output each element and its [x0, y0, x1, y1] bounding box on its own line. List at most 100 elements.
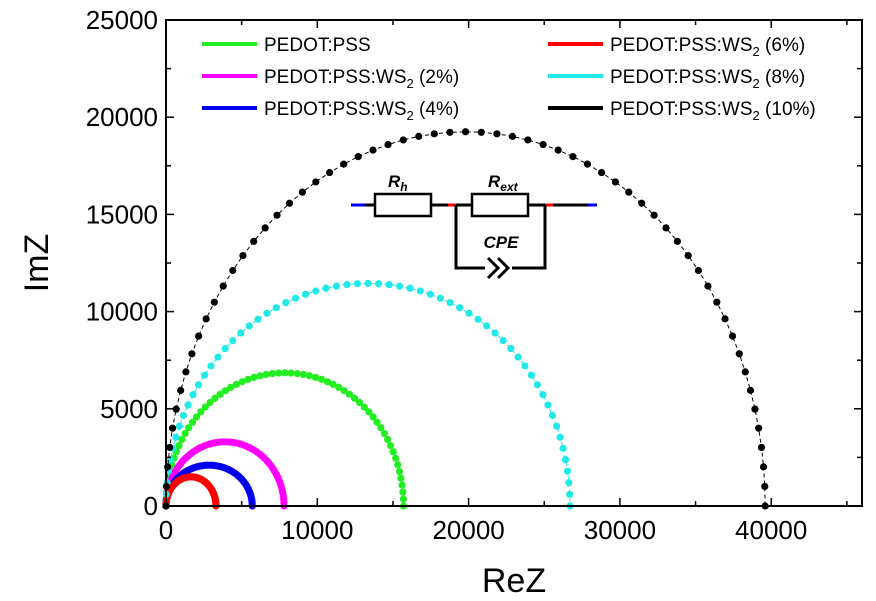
series-PEDOT:PSS:WS2 (10%): [162, 128, 769, 510]
data-point: [539, 391, 547, 399]
data-point: [312, 287, 320, 295]
data-point: [539, 140, 547, 149]
data-point: [178, 435, 186, 444]
data-point: [533, 381, 541, 389]
legend-item: PEDOT:PSS:WS2 (4%): [202, 99, 459, 123]
data-point: [311, 373, 320, 381]
data-point: [172, 405, 180, 413]
data-point: [544, 401, 552, 409]
data-point: [399, 495, 407, 503]
y-tick-label: 0: [144, 491, 158, 521]
curves-layer: [162, 128, 769, 510]
rh-label: Rh: [388, 172, 408, 194]
y-tick-label: 10000: [86, 297, 158, 327]
data-point: [392, 454, 400, 462]
data-point: [499, 336, 507, 345]
data-point: [325, 168, 334, 177]
data-point: [399, 136, 407, 144]
data-point: [461, 128, 470, 136]
series-PEDOT:PSS:WS2 (8%): [162, 279, 574, 510]
data-point: [185, 424, 193, 432]
data-point: [430, 130, 438, 138]
data-point: [301, 290, 310, 298]
legend-label: PEDOT:PSS: [264, 35, 371, 56]
series-PEDOT:PSS:WS2 (2%): [162, 438, 288, 510]
data-point: [552, 422, 561, 430]
data-point: [735, 350, 743, 358]
data-point: [285, 199, 294, 207]
data-point: [474, 315, 482, 323]
data-point: [527, 371, 536, 379]
data-point: [638, 199, 646, 207]
data-point: [273, 211, 281, 219]
data-point: [184, 401, 192, 409]
data-point: [322, 284, 330, 292]
data-point: [188, 350, 196, 358]
data-point: [293, 369, 301, 378]
data-point: [272, 304, 280, 312]
data-point: [387, 441, 395, 450]
y-tick-label: 25000: [86, 5, 158, 35]
data-point: [298, 188, 307, 196]
data-point: [436, 294, 444, 302]
data-point: [211, 394, 219, 402]
data-point: [721, 315, 729, 323]
data-point: [312, 178, 320, 186]
data-point: [345, 390, 354, 398]
data-point: [182, 368, 190, 376]
data-point: [179, 411, 188, 420]
series-line: [165, 372, 405, 507]
rext-label: Rext: [488, 172, 519, 194]
data-point: [524, 136, 532, 144]
cpe-label: CPE: [484, 233, 520, 252]
cpe-branch-wire: [512, 205, 547, 270]
data-point: [521, 362, 529, 370]
data-point: [465, 309, 473, 317]
data-point: [446, 128, 454, 136]
data-point: [477, 128, 485, 136]
data-point: [256, 372, 264, 380]
data-point: [406, 284, 414, 292]
data-point: [245, 322, 253, 330]
data-point: [354, 153, 362, 161]
data-point: [483, 322, 491, 330]
data-point: [195, 332, 203, 340]
data-point: [244, 375, 252, 383]
data-point: [263, 309, 271, 317]
data-point: [168, 424, 177, 432]
data-point: [395, 467, 404, 476]
data-point: [415, 132, 423, 140]
data-point: [374, 280, 383, 288]
data-point: [201, 403, 209, 411]
data-point: [287, 369, 295, 377]
data-point: [369, 146, 377, 154]
equivalent-circuit-inset: Rh Rext CPE: [351, 172, 597, 280]
legend: PEDOT:PSS PEDOT:PSS:WS2 (2%) PEDOT:PSS:WS2…: [202, 35, 816, 123]
data-point: [694, 266, 703, 275]
data-point: [548, 411, 557, 420]
legend-label: PEDOT:PSS:WS2 (6%): [610, 35, 805, 59]
data-point: [227, 383, 235, 391]
data-point: [662, 224, 670, 232]
data-point: [416, 287, 424, 295]
data-point: [384, 140, 392, 149]
data-point: [261, 224, 269, 232]
data-point: [746, 386, 755, 394]
data-point: [493, 130, 501, 138]
data-point: [188, 418, 197, 426]
data-point: [175, 422, 184, 430]
data-point: [350, 394, 359, 402]
data-point: [210, 298, 218, 306]
x-axis: 0 10000 20000 30000 40000: [159, 20, 848, 545]
data-point: [281, 369, 289, 377]
data-point: [194, 381, 203, 389]
data-point: [299, 370, 307, 379]
legend-item: PEDOT:PSS: [202, 35, 371, 56]
data-point: [559, 444, 567, 452]
y-axis: 0 5000 10000 15000 20000 25000: [86, 5, 862, 521]
data-point: [377, 424, 385, 432]
data-point: [757, 443, 766, 452]
series-line: [165, 282, 571, 507]
data-point: [611, 178, 619, 186]
